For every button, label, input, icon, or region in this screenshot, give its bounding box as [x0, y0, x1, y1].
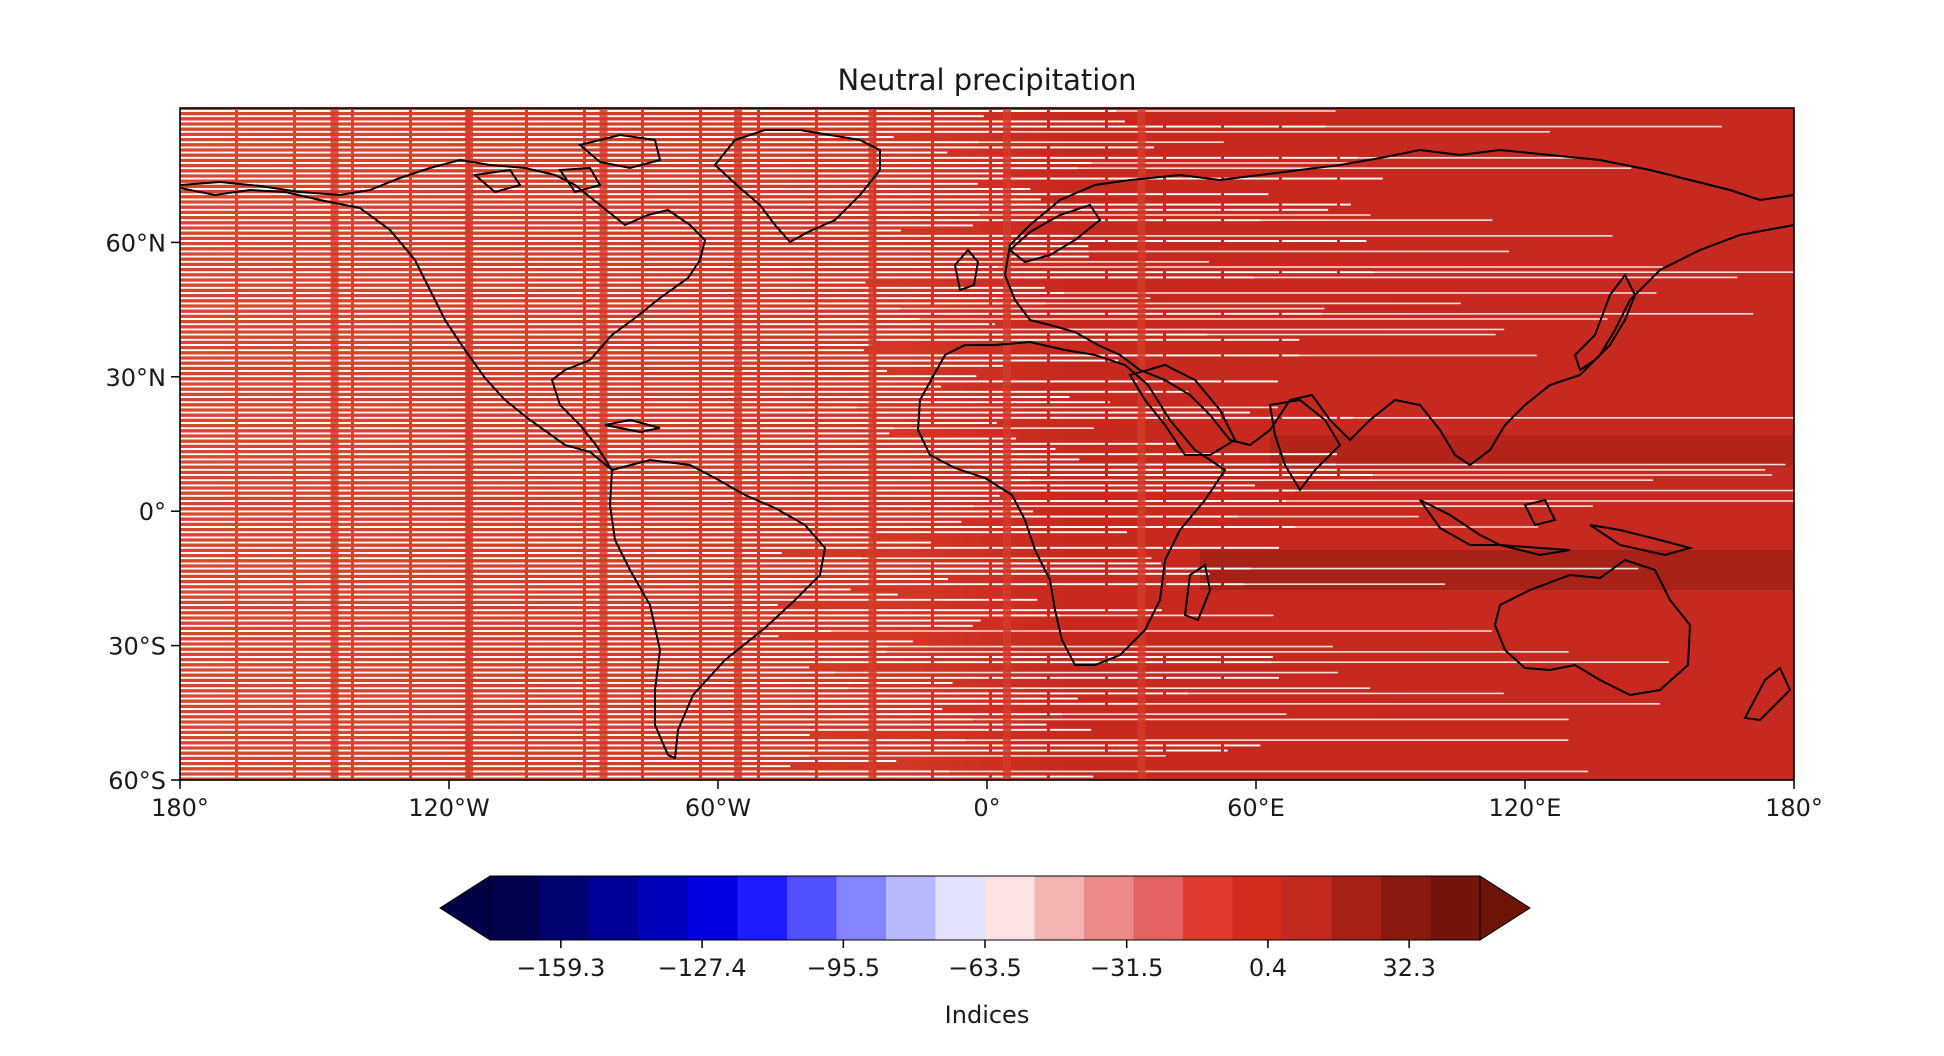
- y-tick-label: 30°N: [106, 364, 167, 392]
- x-tick-label: 60°E: [1227, 794, 1285, 822]
- coastlines: [180, 129, 1794, 760]
- x-tick-label: 60°W: [685, 794, 751, 822]
- map-panel: [180, 108, 1794, 780]
- coast-uk: [953, 248, 980, 292]
- colorbar-segment: [688, 876, 739, 940]
- y-tick-label: 60°N: [106, 229, 167, 257]
- y-tick-label: 60°S: [108, 767, 166, 795]
- coast-arctic-islands: [472, 133, 662, 194]
- coast-india: [1268, 398, 1342, 492]
- colorbar-segment: [935, 876, 986, 940]
- colorbar-segment: [1381, 876, 1432, 940]
- colorbar-ticks: −159.3 −127.4 −95.5 −63.5 −31.5 0.4 32.3: [516, 940, 1436, 982]
- colorbar-segment: [490, 876, 541, 940]
- meridian-band: [1137, 108, 1146, 780]
- coast-scandinavia: [1008, 203, 1102, 264]
- coast-australia: [1493, 558, 1692, 697]
- coast-japan: [1573, 273, 1637, 372]
- colorbar-tick-label: 32.3: [1382, 954, 1435, 982]
- meridian-band: [599, 108, 608, 780]
- coast-madagascar: [1183, 563, 1212, 622]
- y-tick-label: 0°: [139, 498, 166, 526]
- colorbar-segment: [836, 876, 887, 940]
- colorbar-tick-label: −63.5: [948, 954, 1022, 982]
- colorbar-segment: [1331, 876, 1382, 940]
- coast-cuba: [604, 418, 661, 434]
- colorbar-segment: [1282, 876, 1333, 940]
- colorbar-segment: [737, 876, 788, 940]
- colorbar-segment: [539, 876, 590, 940]
- white-streaks: [180, 108, 1794, 780]
- colorbar-under-arrow: [439, 875, 491, 941]
- dark-band-north: [1270, 435, 1794, 467]
- colorbar-segment: [985, 876, 1036, 940]
- x-axis-ticks: 180° 120°W 60°W 0° 60°E 120°E 180°: [151, 780, 1823, 822]
- colorbar-tick-label: 0.4: [1249, 954, 1287, 982]
- colorbar-segment: [1133, 876, 1184, 940]
- meridian-band: [1003, 108, 1011, 780]
- x-tick-label: 120°W: [408, 794, 490, 822]
- coast-greenland: [713, 129, 881, 244]
- coast-new-zealand: [1743, 666, 1792, 722]
- x-tick-label: 180°: [151, 794, 209, 822]
- colorbar: [439, 875, 1531, 941]
- coast-africa: [916, 340, 1227, 666]
- coast-indonesia: [1419, 498, 1694, 557]
- colorbar-segment: [886, 876, 937, 940]
- dark-band-south: [1200, 550, 1794, 590]
- coast-eurasia: [1003, 148, 1794, 467]
- x-tick-label: 180°: [1765, 794, 1823, 822]
- colorbar-tick-label: −159.3: [516, 954, 605, 982]
- y-axis-ticks: 60°N 30°N 0° 30°S 60°S: [106, 229, 180, 795]
- colorbar-segment: [638, 876, 689, 940]
- y-tick-label: 30°S: [108, 633, 166, 661]
- colorbar-segment: [1034, 876, 1085, 940]
- colorbar-segment: [1232, 876, 1283, 940]
- meridian-band: [465, 108, 473, 780]
- x-tick-label: 120°E: [1489, 794, 1562, 822]
- coast-arabia: [1128, 363, 1237, 456]
- colorbar-label: Indices: [945, 1001, 1030, 1029]
- map-title: Neutral precipitation: [838, 63, 1137, 97]
- colorbar-segment: [1430, 876, 1481, 940]
- colorbar-segment: [1084, 876, 1135, 940]
- colorbar-segment: [589, 876, 640, 940]
- meridian-band: [734, 108, 742, 780]
- coast-north-america: [180, 158, 707, 471]
- colorbar-tick-label: −31.5: [1090, 954, 1164, 982]
- colorbar-tick-label: −95.5: [807, 954, 881, 982]
- colorbar-over-arrow: [1479, 875, 1531, 941]
- x-tick-label: 0°: [973, 794, 1000, 822]
- coast-south-america: [608, 458, 827, 760]
- meridian-band: [868, 108, 877, 780]
- colorbar-segment: [1183, 876, 1234, 940]
- meridian-band: [330, 108, 339, 780]
- colorbar-segment: [787, 876, 838, 940]
- colorbar-tick-label: −127.4: [658, 954, 747, 982]
